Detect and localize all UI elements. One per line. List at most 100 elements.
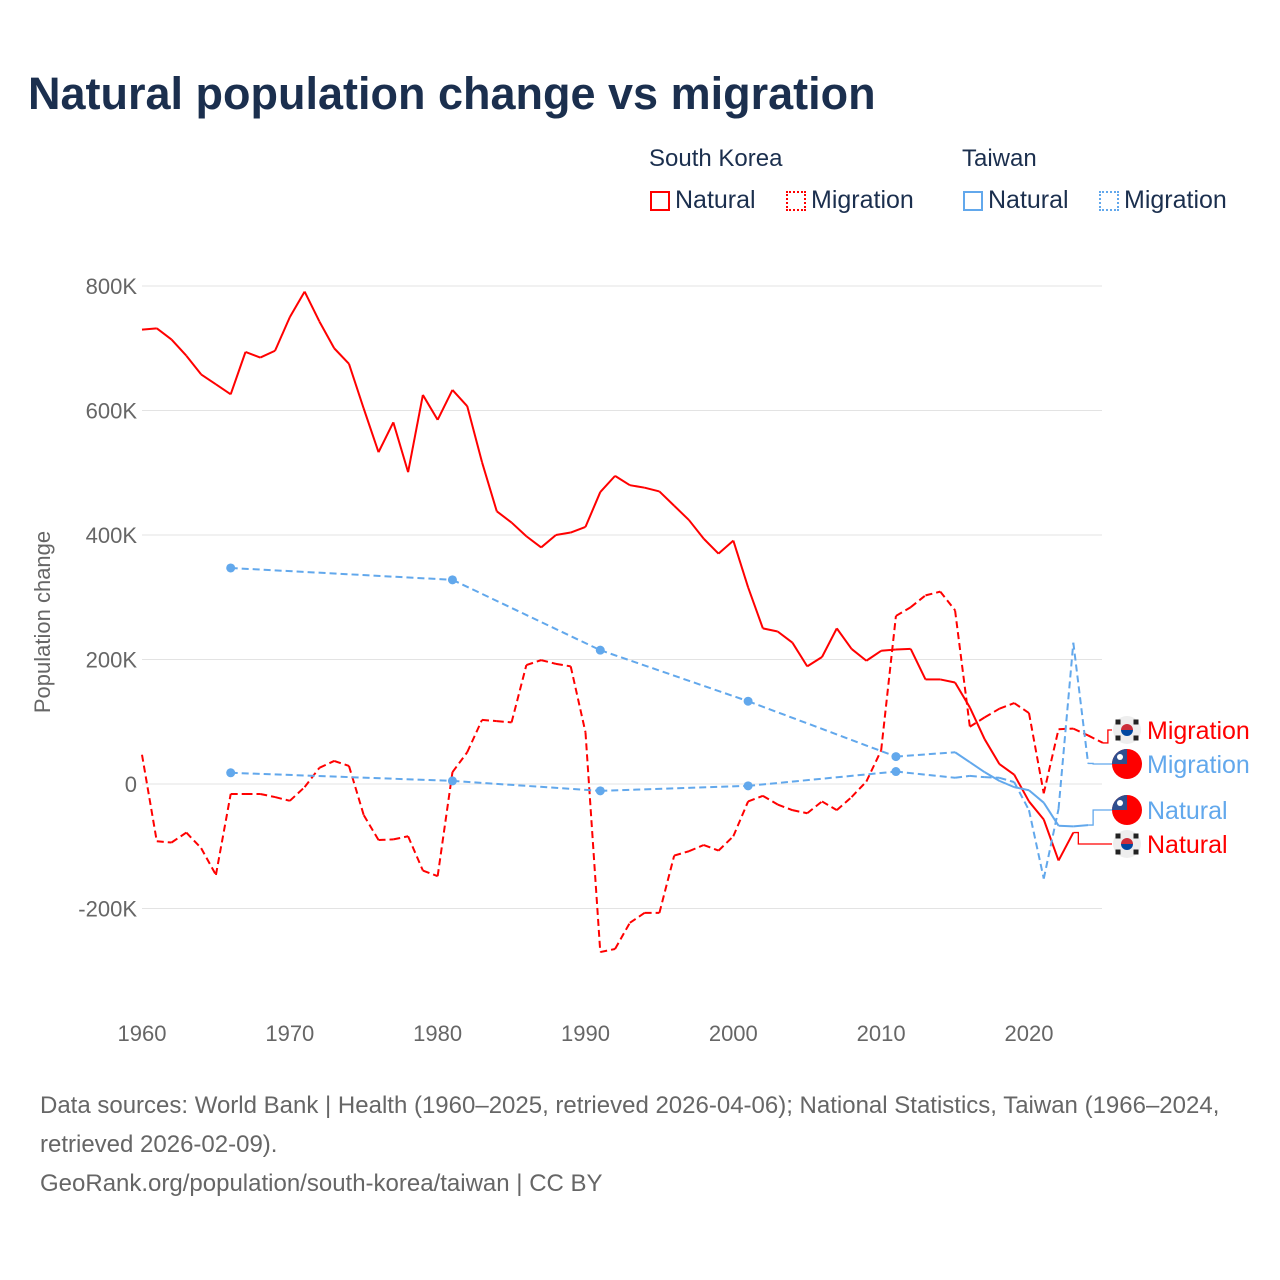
line-segment xyxy=(806,800,823,815)
x-tick-label: 1990 xyxy=(561,1021,610,1046)
line-segment xyxy=(348,363,365,409)
legend-item-south-korea-migration[interactable]: Migration xyxy=(786,186,914,215)
flag-yang xyxy=(1121,724,1133,730)
line-segment xyxy=(821,627,838,658)
line-segment xyxy=(436,389,454,421)
line-segment xyxy=(644,486,660,493)
legend-group-taiwan: Taiwan xyxy=(962,145,1037,172)
flag-trigram xyxy=(1133,833,1139,839)
line-segment xyxy=(348,765,365,816)
line-segment xyxy=(1072,727,1089,737)
end-label-south-korea-migration: Migration xyxy=(1147,717,1250,745)
flag-trigram xyxy=(1133,849,1139,855)
series-taiwan-natural xyxy=(226,563,1089,828)
line-segment xyxy=(496,720,512,724)
line-segment xyxy=(747,700,897,758)
dotted-swatch-icon xyxy=(786,190,806,211)
line-segment xyxy=(747,794,764,803)
line-segment xyxy=(215,383,232,396)
line-segment xyxy=(1028,800,1045,821)
legend-item-taiwan-migration[interactable]: Migration xyxy=(1099,186,1227,215)
series-south-korea-migration xyxy=(141,590,1104,954)
line-segment xyxy=(422,869,439,878)
line-segment xyxy=(600,784,749,792)
south-korea-flag-icon xyxy=(1113,716,1141,744)
line-segment xyxy=(540,534,557,549)
x-tick-label: 1960 xyxy=(118,1021,167,1046)
legend-item-taiwan-natural[interactable]: Natural xyxy=(963,186,1069,215)
line-segment xyxy=(407,394,424,473)
line-segment xyxy=(629,912,646,924)
line-segment xyxy=(1057,642,1075,809)
legend-group-south-korea: South Korea xyxy=(649,145,783,172)
line-segment xyxy=(525,535,542,549)
line-segment xyxy=(792,809,808,815)
line-segment xyxy=(969,774,985,779)
end-label-taiwan-natural: Natural xyxy=(1147,797,1228,825)
line-segment xyxy=(925,590,941,597)
legend-label: Migration xyxy=(1124,186,1227,214)
line-segment xyxy=(881,648,897,652)
line-segment xyxy=(526,659,542,667)
line-segment xyxy=(688,844,705,853)
x-tick-label: 2000 xyxy=(709,1021,758,1046)
line-segment xyxy=(732,540,750,588)
line-segment xyxy=(570,525,586,534)
line-segment xyxy=(245,351,261,359)
data-point xyxy=(595,645,605,655)
line-segment xyxy=(230,566,453,581)
label-connector xyxy=(1088,762,1112,765)
credit-link[interactable]: GeoRank.org/population/south-korea/taiwa… xyxy=(40,1170,603,1197)
flag-trigram xyxy=(1115,719,1121,725)
line-segment xyxy=(658,855,676,914)
data-point xyxy=(447,575,457,585)
line-segment xyxy=(260,792,276,799)
line-segment xyxy=(1072,642,1090,764)
line-segment xyxy=(318,760,335,769)
line-segment xyxy=(599,475,616,493)
line-segment xyxy=(909,648,927,680)
y-tick-label: 200K xyxy=(86,648,138,673)
line-segment xyxy=(555,662,571,668)
line-segment xyxy=(1058,727,1074,731)
line-segment xyxy=(984,776,1000,779)
line-segment xyxy=(850,648,867,662)
south-korea-flag-icon xyxy=(1113,830,1141,858)
line-segment xyxy=(540,659,557,665)
legend-item-south-korea-natural[interactable]: Natural xyxy=(650,186,756,215)
line-segment xyxy=(393,835,409,841)
line-segment xyxy=(777,803,793,812)
line-segment xyxy=(984,771,1000,782)
line-segment xyxy=(1042,808,1060,879)
line-segment xyxy=(303,767,321,788)
chart-title: Natural population change vs migration xyxy=(28,68,876,119)
line-segment xyxy=(703,844,719,852)
end-label-taiwan-migration: Migration xyxy=(1147,751,1250,779)
line-segment xyxy=(1087,734,1104,744)
line-segment xyxy=(895,751,956,758)
line-segment xyxy=(274,796,291,802)
line-segment xyxy=(969,761,986,774)
flag-eum xyxy=(1121,844,1133,850)
legend-label: Natural xyxy=(675,186,756,214)
line-segment xyxy=(377,421,395,453)
line-segment xyxy=(1073,824,1089,828)
line-segment xyxy=(895,647,911,651)
line-segment xyxy=(318,320,336,349)
line-segment xyxy=(171,831,187,844)
line-segment xyxy=(156,840,172,844)
line-segment xyxy=(954,610,971,727)
x-tick-label: 2010 xyxy=(857,1021,906,1046)
line-segment xyxy=(333,347,350,365)
y-tick-label: 600K xyxy=(86,399,138,424)
line-segment xyxy=(333,760,350,767)
line-segment xyxy=(141,754,158,842)
line-segment xyxy=(999,776,1015,784)
flag-trigram xyxy=(1133,735,1139,741)
line-segment xyxy=(259,349,276,359)
line-segment xyxy=(1028,789,1045,804)
y-tick-label: -200K xyxy=(78,897,137,922)
line-segment xyxy=(747,586,764,629)
